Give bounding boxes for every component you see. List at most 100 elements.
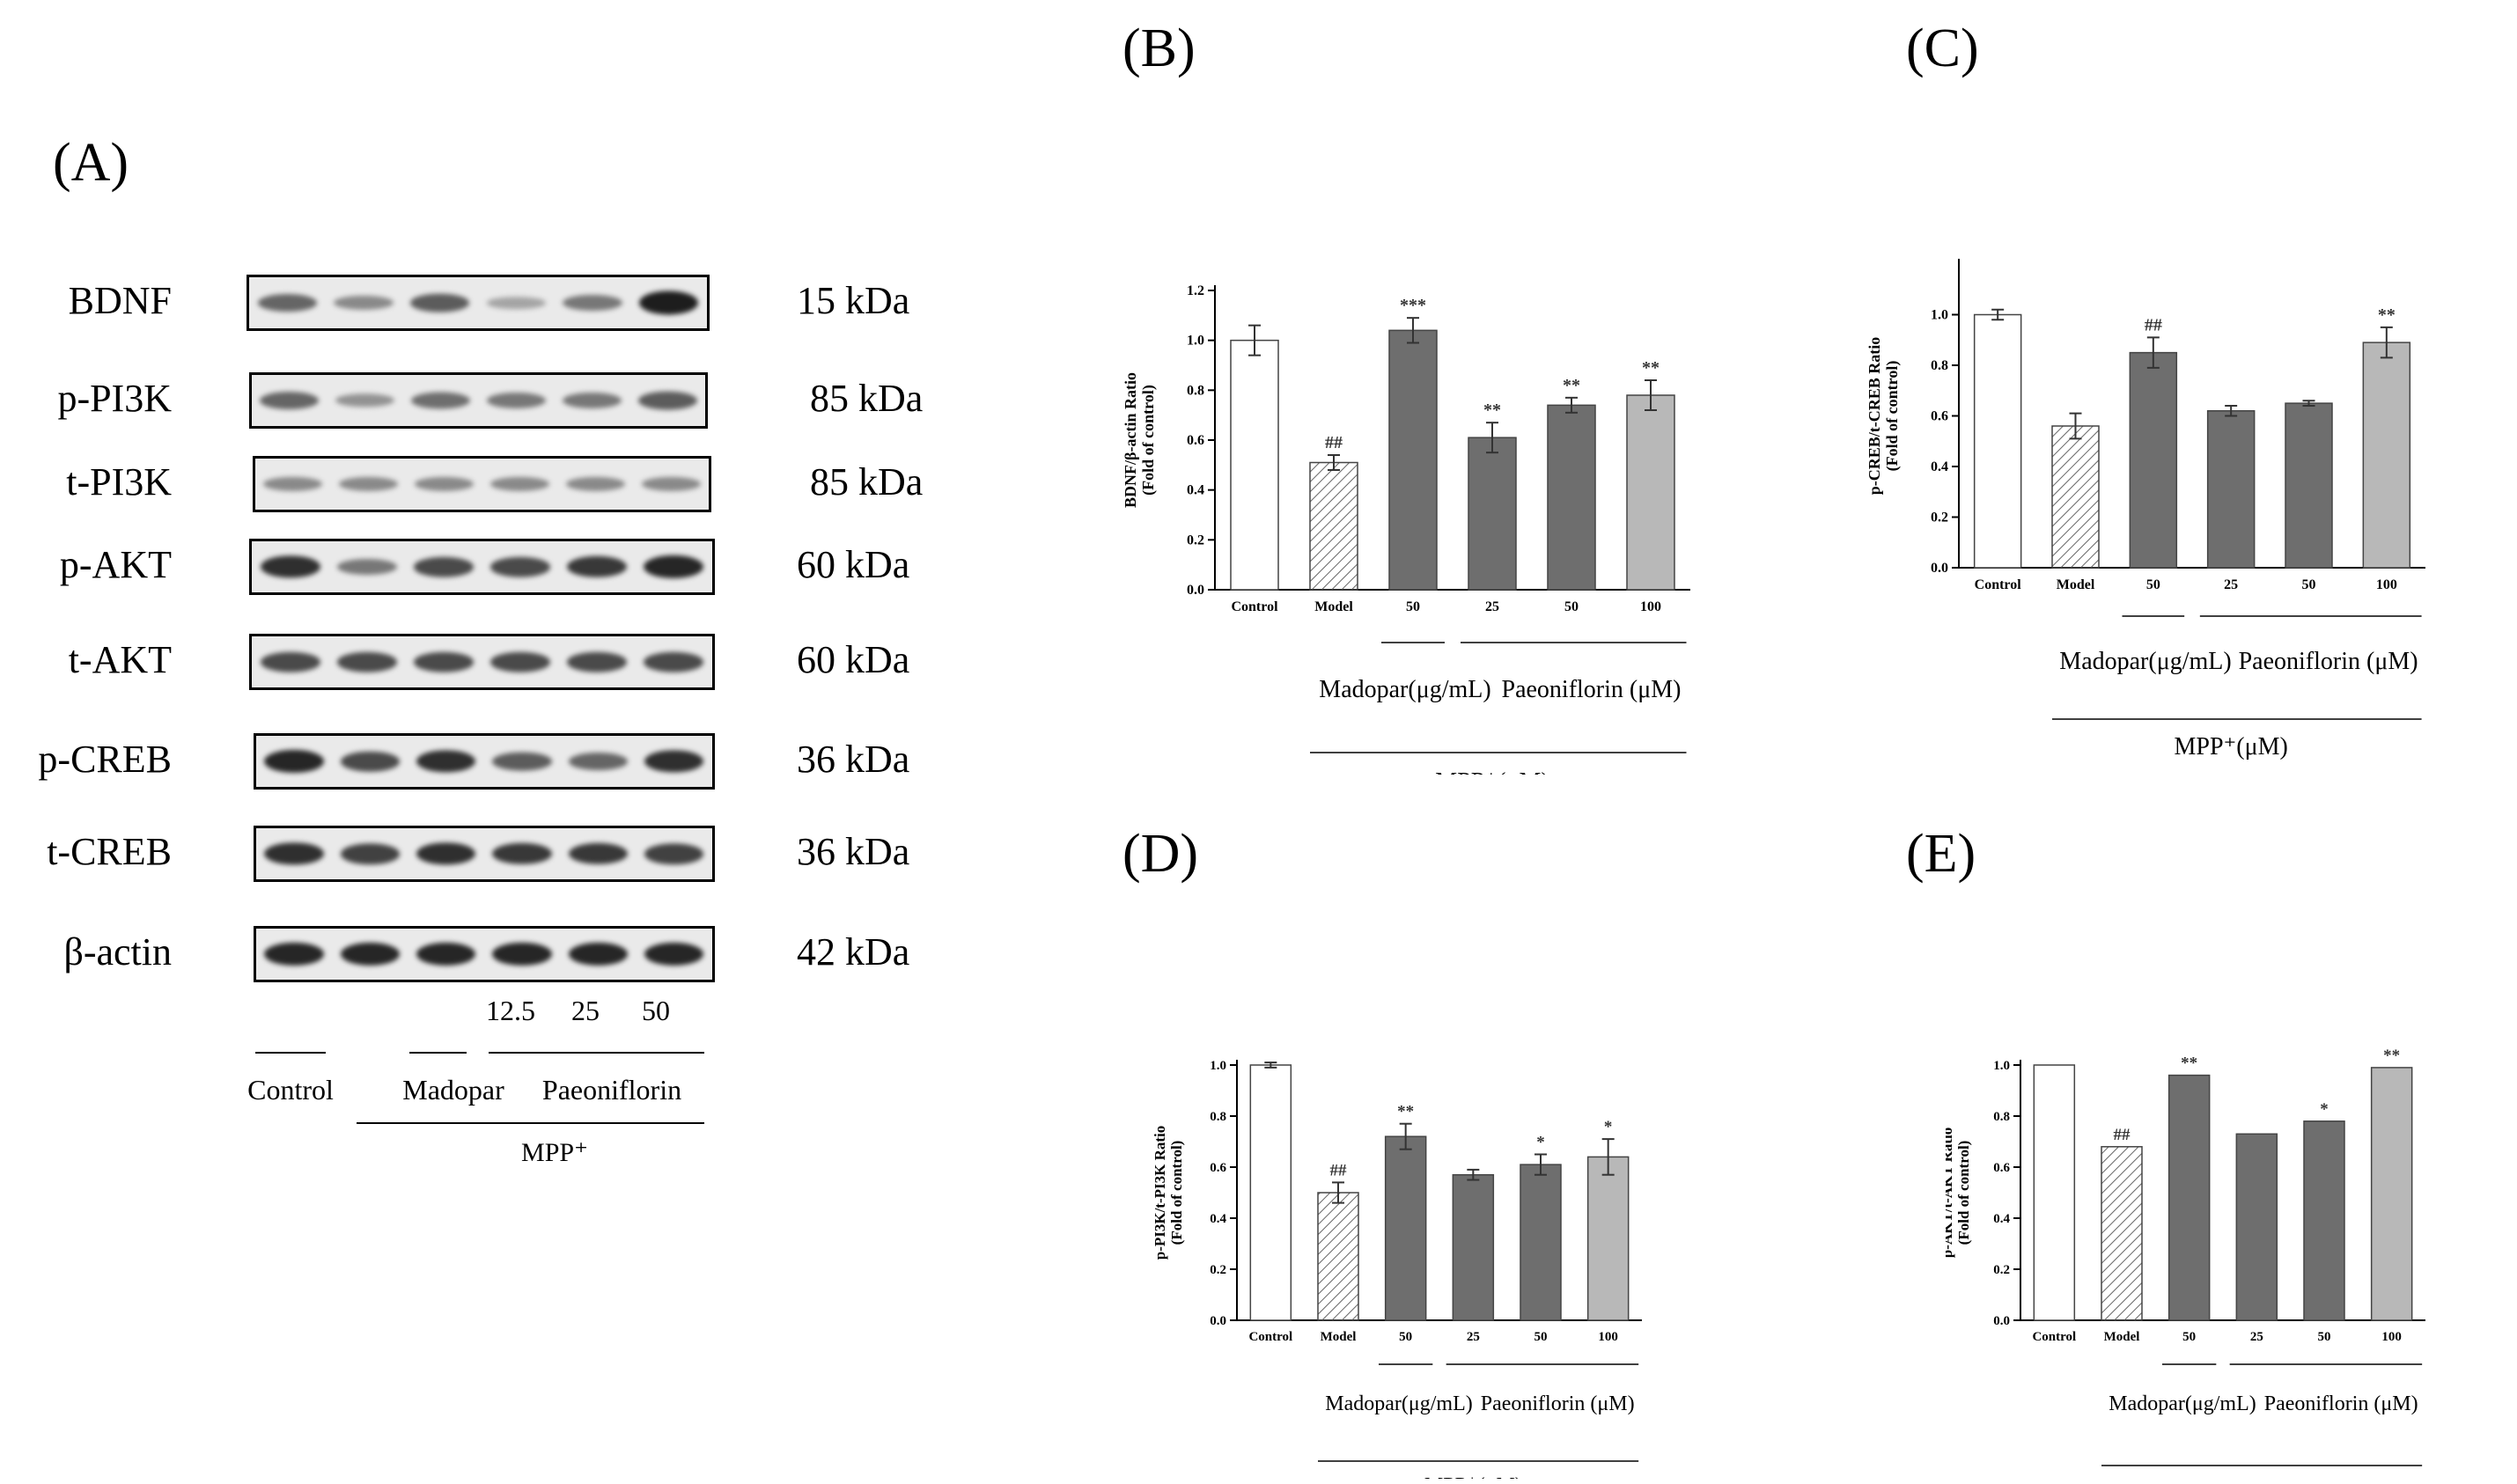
blot-band: [263, 476, 323, 492]
significance-label: ##: [2114, 1126, 2131, 1144]
blot-band: [264, 842, 324, 865]
bar: [1520, 1164, 1562, 1321]
significance-label: **: [1397, 1103, 1414, 1121]
blot-band: [644, 843, 704, 864]
blot-band: [563, 294, 622, 312]
group-label-madopar: Madopar(μg/mL): [1319, 676, 1490, 703]
x-tick-label: Control: [1975, 577, 2022, 592]
blot-band: [567, 651, 628, 672]
x-tick-label: Model: [2104, 1330, 2140, 1344]
x-tick-label: 25: [2224, 577, 2238, 592]
blot-band: [565, 476, 625, 492]
y-tick-label: 0.6: [1993, 1161, 2010, 1175]
blot-strip-0: [247, 275, 710, 331]
group-label-madopar: Madopar: [402, 1074, 504, 1106]
significance-label: *: [2320, 1100, 2329, 1119]
panel-label-e: (E): [1906, 824, 1976, 884]
blot-band: [644, 942, 704, 966]
group-label-paeoniflorin: Paeoniflorin (μM): [1481, 1392, 1635, 1415]
y-tick-label: 0.2: [1187, 533, 1204, 547]
x-tick-label: 100: [1598, 1330, 1618, 1344]
blot-band: [260, 392, 320, 409]
x-tick-label: 100: [2376, 577, 2397, 592]
blot-kda-5: 36 kDa: [797, 738, 910, 781]
blot-band: [644, 555, 704, 579]
dose-label-50: 50: [642, 995, 670, 1026]
blot-strip-1: [249, 372, 708, 429]
x-tick-label: Model: [1314, 599, 1353, 614]
y-tick-label: 0.6: [1931, 409, 1948, 424]
y-axis-label: p-CREB/t-CREB Ratio: [1866, 337, 1883, 496]
blot-band: [492, 842, 552, 865]
group-label-paeoniflorin: Paeoniflorin: [541, 1074, 682, 1106]
blot-label-2: t-PI3K: [66, 460, 172, 503]
blot-kda-6: 36 kDa: [797, 830, 910, 873]
blot-band: [490, 651, 551, 672]
blot-band: [413, 651, 474, 672]
x-tick-label: 50: [2318, 1330, 2331, 1344]
blot-band: [638, 290, 699, 315]
y-tick-label: 0.6: [1210, 1161, 1226, 1175]
group-label-madopar: Madopar(μg/mL): [2059, 648, 2231, 675]
blot-band: [336, 558, 397, 576]
group-label-madopar: Madopar(μg/mL): [2109, 1392, 2256, 1415]
bar: [1317, 1192, 1359, 1321]
y-tick-label: 0.0: [1187, 583, 1204, 598]
significance-label: **: [1483, 400, 1501, 420]
blot-band: [260, 651, 320, 672]
blot-band: [486, 297, 547, 309]
blot-band: [336, 651, 397, 672]
y-tick-label: 0.2: [1210, 1263, 1226, 1277]
bar: [2206, 410, 2256, 569]
bar: [1388, 329, 1438, 591]
y-tick-label: 1.0: [1210, 1059, 1226, 1073]
blot-strip-5: [254, 733, 715, 790]
blot-band: [492, 752, 552, 771]
bar: [1249, 1064, 1292, 1321]
blot-band: [264, 749, 324, 774]
y-tick-label: 0.8: [1187, 383, 1204, 398]
mpp-label: MPP⁺: [521, 1138, 588, 1167]
dose-label-25: 25: [571, 995, 600, 1026]
significance-label: **: [1642, 358, 1660, 378]
x-tick-label: Model: [1321, 1330, 1357, 1344]
y-tick-label: 0.8: [1210, 1110, 1226, 1124]
significance-label: *: [1536, 1134, 1545, 1152]
bar: [1626, 394, 1675, 591]
significance-label: ##: [1330, 1161, 1348, 1179]
chart-p-akt: 0.0 0.2 0.4 0.6 0.8 1.0 p-AKT/t-AKT Ratio (Fold…: [1946, 1047, 2425, 1466]
significance-label: **: [1563, 376, 1580, 395]
x-tick-label: 25: [1467, 1330, 1480, 1344]
bar: [1547, 404, 1596, 591]
group-label-paeoniflorin: Paeoniflorin (μM): [1502, 676, 1682, 703]
y-tick-label: 0.4: [1993, 1212, 2010, 1226]
blot-band: [492, 942, 552, 966]
significance-label: **: [2383, 1047, 2400, 1065]
y-tick-label: 0.0: [1993, 1314, 2010, 1328]
blot-label-1: p-PI3K: [57, 377, 172, 420]
blot-label-6: t-CREB: [47, 830, 172, 873]
panel-label-d: (D): [1122, 824, 1199, 884]
bar: [2033, 1064, 2076, 1321]
y-tick-label: 0.0: [1210, 1314, 1226, 1328]
chart-p-creb: 0.0 0.2 0.4 0.6 0.8 1.0 p-CREB/t-CREB Ratio (Fo…: [1866, 259, 2425, 760]
y-axis-label-2: (Fold of control): [1883, 361, 1902, 472]
madopar-underline: [409, 1052, 467, 1054]
x-tick-label: 50: [2302, 577, 2316, 592]
bar: [2370, 1067, 2413, 1321]
bar: [1973, 313, 2022, 569]
y-axis-label: p-AKT/t-AKT Ratio: [1946, 1128, 1955, 1258]
blot-label-7: β-actin: [63, 930, 172, 973]
bar: [2101, 1146, 2143, 1321]
panel-label-b: (B): [1122, 18, 1196, 78]
y-tick-label: 0.2: [1993, 1263, 2010, 1277]
blot-band: [340, 751, 401, 772]
blot-band: [568, 842, 629, 865]
blot-strip-4: [249, 634, 715, 690]
bar: [1309, 461, 1358, 591]
blot-band: [489, 476, 549, 492]
y-axis-label: p-PI3K/t-PI3K Ratio: [1153, 1126, 1168, 1260]
blot-band: [264, 942, 324, 966]
y-tick-label: 0.4: [1931, 459, 1948, 474]
blot-band: [416, 842, 476, 865]
